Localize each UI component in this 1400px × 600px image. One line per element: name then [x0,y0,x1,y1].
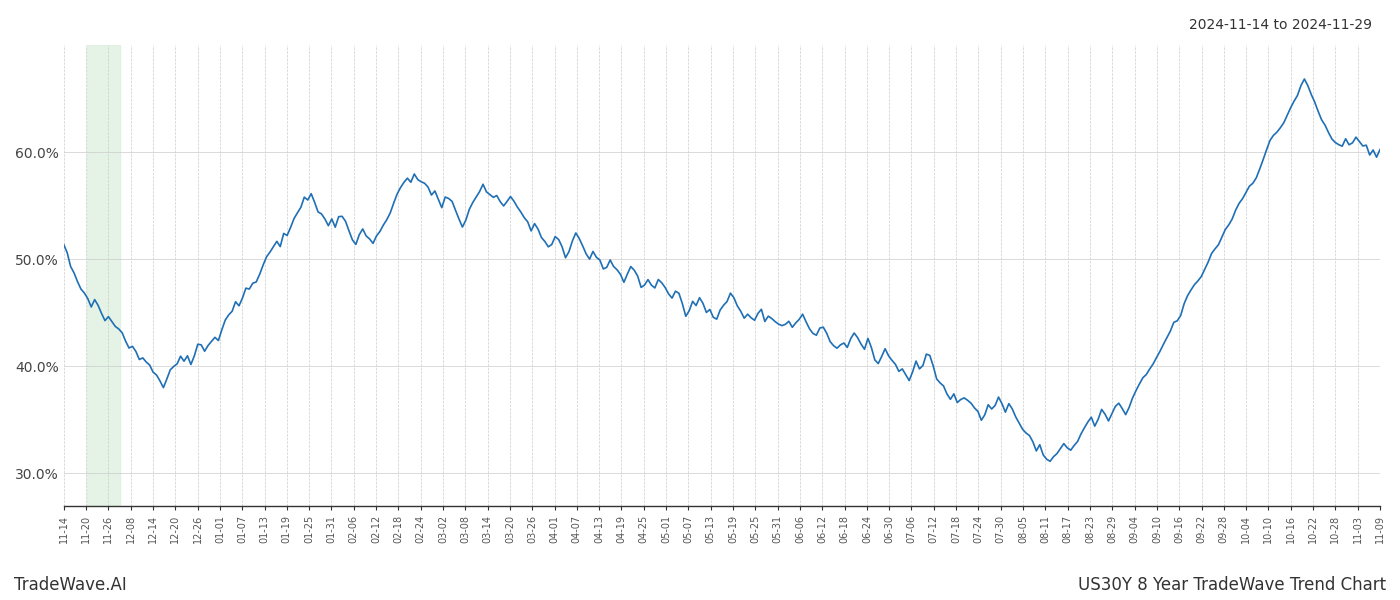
Text: TradeWave.AI: TradeWave.AI [14,576,127,594]
Bar [87,45,120,506]
Text: 2024-11-14 to 2024-11-29: 2024-11-14 to 2024-11-29 [1189,18,1372,32]
Text: US30Y 8 Year TradeWave Trend Chart: US30Y 8 Year TradeWave Trend Chart [1078,576,1386,594]
